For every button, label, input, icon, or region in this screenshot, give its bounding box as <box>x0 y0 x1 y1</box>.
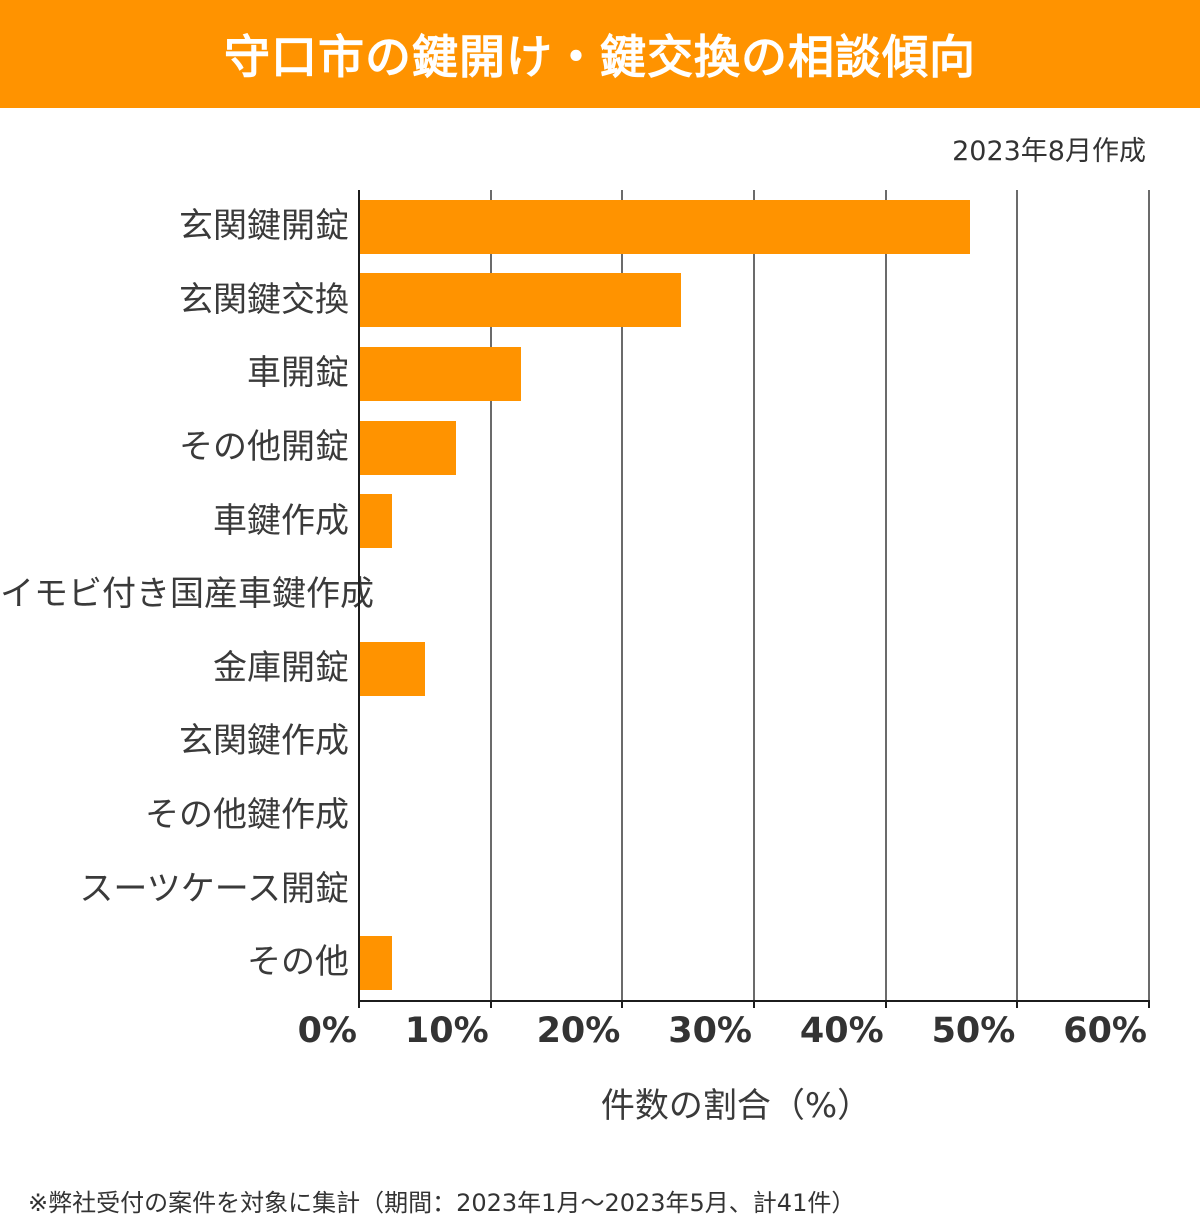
x-tick-mark-60% <box>1148 1000 1150 1008</box>
bar-金庫開錠 <box>360 641 425 696</box>
bar-その他開錠 <box>360 420 457 475</box>
bar-玄関鍵開錠 <box>360 199 970 254</box>
x-tick-mark-50% <box>1016 1000 1019 1008</box>
gridline-30% <box>753 190 755 1000</box>
category-label-イモビ付き国産車鍵作成: イモビ付き国産車鍵作成 <box>0 574 374 615</box>
gridline-40% <box>884 190 887 1000</box>
category-label-その他鍵作成: その他鍵作成 <box>145 795 349 836</box>
page-title: 守口市の鍵開け・鍵交換の相談傾向 <box>224 30 976 84</box>
category-label-玄関鍵開錠: 玄関鍵開錠 <box>179 206 349 246</box>
x-tick-label-60%: 60% <box>1063 1011 1147 1051</box>
bar-その他 <box>360 936 392 991</box>
title-banner: 守口市の鍵開け・鍵交換の相談傾向 <box>0 0 1200 108</box>
category-label-車開錠: 車開錠 <box>247 353 349 394</box>
x-axis-title: 件数の割合（%） <box>600 1086 872 1126</box>
x-tick-mark-30% <box>753 1000 755 1008</box>
x-tick-label-30%: 30% <box>668 1011 752 1051</box>
bar-車開錠 <box>360 347 521 402</box>
category-axis: 玄関鍵開錠玄関鍵交換車開錠その他開錠車鍵作成イモビ付き国産車鍵作成金庫開錠玄関鍵… <box>0 190 374 1000</box>
x-tick-label-20%: 20% <box>536 1011 621 1051</box>
x-tick-mark-10% <box>489 1000 492 1008</box>
bar-chart-plot-area <box>358 190 1150 1008</box>
footer-note: ※弊社受付の案件を対象に集計（期間：2023年1月～2023年5月、計41件） <box>28 1189 856 1217</box>
bar-車鍵作成 <box>360 494 392 549</box>
gridline-10% <box>489 190 492 1000</box>
x-tick-label-10%: 10% <box>404 1011 489 1051</box>
y-axis-line <box>358 190 360 1000</box>
category-label-その他: その他 <box>247 942 349 983</box>
gridline-20% <box>621 190 624 1000</box>
category-label-車鍵作成: 車鍵作成 <box>213 500 349 541</box>
category-label-玄関鍵交換: 玄関鍵交換 <box>179 279 349 320</box>
gridline-60% <box>1148 190 1150 1000</box>
bar-玄関鍵交換 <box>360 273 682 328</box>
x-tick-mark-0% <box>358 1000 360 1008</box>
x-tick-label-0%: 0% <box>297 1011 357 1051</box>
category-label-玄関鍵作成: 玄関鍵作成 <box>179 721 349 762</box>
x-tick-label-40%: 40% <box>799 1011 884 1051</box>
category-label-その他開錠: その他開錠 <box>179 426 349 467</box>
category-label-金庫開錠: 金庫開錠 <box>213 647 349 688</box>
gridline-50% <box>1016 190 1019 1000</box>
x-tick-mark-20% <box>621 1000 624 1008</box>
category-label-スーツケース開錠: スーツケース開錠 <box>79 868 349 909</box>
created-date-label: 2023年8月作成 <box>952 136 1146 167</box>
x-tick-label-50%: 50% <box>931 1011 1016 1051</box>
x-tick-mark-40% <box>884 1000 887 1008</box>
